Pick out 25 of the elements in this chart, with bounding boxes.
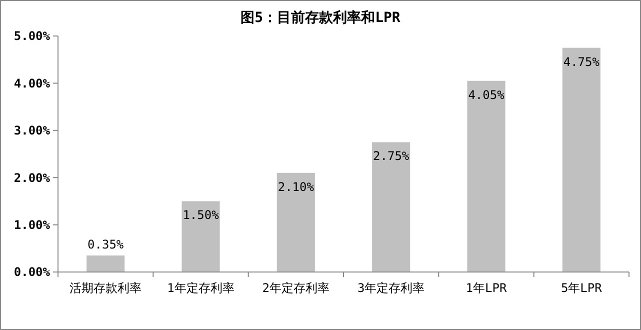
- x-tick-label: 5年LPR: [560, 281, 603, 295]
- y-tick-label: 4.00%: [14, 76, 51, 90]
- data-label: 2.10%: [278, 180, 315, 194]
- x-tick-label: 1年LPR: [466, 281, 508, 295]
- bar: [372, 142, 410, 272]
- x-tick-label: 3年定存利率: [357, 281, 425, 295]
- bar: [467, 80, 506, 272]
- x-tick-label: 活期存款利率: [70, 281, 142, 295]
- y-tick-label: 0.00%: [14, 265, 51, 280]
- chart-title: 图5：目前存款利率和LPR: [240, 9, 401, 26]
- data-label: 4.05%: [468, 88, 506, 102]
- data-label: 0.35%: [88, 237, 124, 252]
- bar: [276, 172, 315, 272]
- bar: [86, 255, 125, 272]
- bar: [182, 201, 220, 272]
- y-tick-label: 2.00%: [14, 170, 51, 185]
- bar: [562, 48, 600, 272]
- y-tick-label: 3.00%: [14, 124, 51, 138]
- data-label: 1.50%: [182, 208, 220, 222]
- data-label: 4.75%: [563, 54, 600, 69]
- x-tick-label: 2年定存利率: [262, 281, 330, 295]
- y-tick-label: 5.00%: [14, 29, 51, 44]
- data-label: 2.75%: [373, 149, 410, 164]
- x-tick-label: 1年定存利率: [167, 281, 234, 295]
- y-tick-label: 1.00%: [14, 218, 51, 232]
